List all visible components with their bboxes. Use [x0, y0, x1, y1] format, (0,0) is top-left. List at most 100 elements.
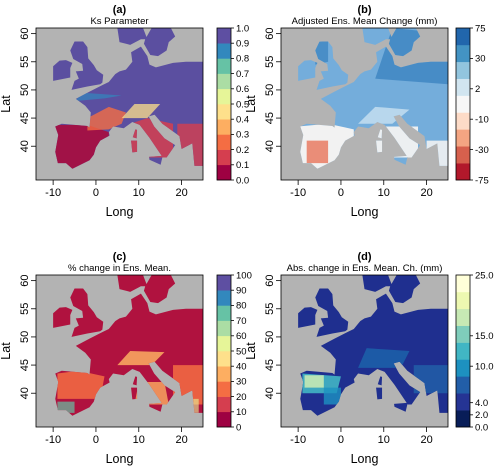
colorbar-label: -10: [475, 115, 489, 126]
panel-c: (c)% change in Ens. Mean. -10 0 10 20 40 45 50 5…: [0, 251, 252, 466]
colorbar-label: 0.2: [236, 145, 249, 156]
x-tick-label: 20: [420, 187, 432, 199]
colorbar-segment: [456, 275, 470, 293]
colorbar-label: 25.0: [475, 270, 494, 281]
colorbar-label: 10.0: [475, 362, 494, 373]
y-tick-label: 40: [264, 140, 276, 152]
colorbar-segment: [217, 58, 231, 74]
y-tick-label: 55: [19, 303, 31, 315]
colorbar-segment: [217, 305, 231, 321]
colorbar-label: 0.9: [236, 39, 249, 50]
colorbar-label: 2: [475, 84, 480, 95]
colorbar-frame: [455, 27, 471, 181]
colorbar: -75 -30 -10 2 30 75: [455, 23, 489, 186]
colorbar-segment: [217, 320, 231, 337]
field-region: [121, 104, 161, 119]
colorbar-segment: [217, 351, 231, 367]
panel-title: Ks Parameter: [90, 16, 148, 27]
x-tick-label: 0: [93, 434, 99, 446]
colorbar-segment: [217, 290, 231, 306]
x-axis-label: Long: [351, 452, 379, 466]
y-axis-label: Lat: [0, 342, 13, 360]
field-region: [57, 370, 105, 399]
colorbar-segment: [456, 410, 470, 428]
colorbar-label: 75: [475, 23, 486, 34]
field-region: [304, 375, 324, 388]
colorbar-segment: [456, 112, 470, 130]
colorbar-segment: [217, 381, 231, 397]
y-tick-label: 40: [19, 140, 31, 152]
y-tick-label: 50: [264, 331, 276, 343]
panel-b: (b)Adjusted Ens. Mean Change (mm) -10 0 10 2…: [244, 4, 489, 219]
colorbar-segment: [456, 359, 470, 377]
y-tick-label: 60: [19, 28, 31, 40]
colorbar-label: 0.0: [236, 175, 249, 186]
colorbar-segment: [217, 149, 231, 166]
colorbar-label: 100: [236, 270, 252, 281]
x-tick-label: 10: [133, 187, 145, 199]
colorbar: 0 10 20 30 40 50 60 70 80 90 100: [216, 270, 252, 433]
x-tick-label: 20: [175, 434, 187, 446]
x-tick-label: -10: [290, 187, 306, 199]
y-axis-label: Lat: [244, 95, 258, 113]
colorbar-segment: [217, 119, 231, 135]
colorbar-label: 0: [236, 422, 241, 433]
x-axis-label: Long: [351, 205, 379, 219]
x-axis-label: Long: [106, 205, 134, 219]
colorbar-segment: [456, 28, 470, 46]
y-tick-label: 40: [264, 387, 276, 399]
x-tick-label: 10: [378, 434, 390, 446]
x-tick-label: -10: [45, 187, 61, 199]
plot-frame: [280, 274, 449, 428]
panel-title: % change in Ens. Mean.: [68, 263, 171, 274]
colorbar-label: 20: [236, 392, 247, 403]
plot-frame: [35, 274, 204, 428]
colorbar-segment: [456, 376, 470, 394]
y-tick-label: 50: [19, 84, 31, 96]
colorbar-segment: [217, 411, 231, 428]
colorbar-label: 90: [236, 286, 247, 297]
colorbar-segment: [217, 88, 231, 105]
y-tick-label: 40: [19, 387, 31, 399]
y-tick-label: 60: [264, 275, 276, 287]
colorbar-segment: [456, 44, 470, 63]
colorbar-label: 0.8: [236, 54, 249, 65]
colorbar-segment: [456, 129, 470, 147]
colorbar-segment: [217, 134, 231, 150]
x-tick-label: -10: [45, 434, 61, 446]
colorbar-label: 1.0: [236, 23, 249, 34]
y-tick-label: 45: [264, 112, 276, 124]
y-tick-label: 50: [19, 331, 31, 343]
colorbar-label: 0.5: [236, 99, 249, 110]
y-tick-label: 55: [19, 56, 31, 68]
field-region: [306, 140, 329, 164]
y-axis-label: Lat: [244, 342, 258, 360]
plot-frame: [35, 27, 204, 181]
colorbar-segment: [217, 366, 231, 382]
x-tick-label: 0: [338, 434, 344, 446]
colorbar-label: 30: [475, 54, 486, 65]
colorbar-label: 50: [236, 346, 247, 357]
colorbar-frame: [455, 274, 471, 428]
y-tick-label: 50: [264, 84, 276, 96]
panel-title: Abs. change in Ens. Mean. Ch. (mm): [287, 263, 443, 274]
x-tick-label: 20: [420, 434, 432, 446]
colorbar-label: 80: [236, 301, 247, 312]
y-tick-label: 45: [264, 359, 276, 371]
colorbar-segment: [217, 73, 231, 90]
plot-frame: [280, 27, 449, 181]
field-region: [323, 387, 341, 405]
field-region: [315, 40, 329, 65]
colorbar-label: 40: [236, 362, 247, 373]
colorbar-segment: [217, 396, 231, 413]
colorbar-segment: [456, 325, 470, 343]
x-tick-label: 0: [338, 187, 344, 199]
x-axis-label: Long: [106, 452, 134, 466]
panel-title: Adjusted Ens. Mean Change (mm): [292, 16, 438, 27]
colorbar-segment: [456, 308, 470, 326]
colorbar-segment: [217, 104, 231, 120]
colorbar-label: 10: [236, 407, 247, 418]
colorbar-segment: [456, 61, 470, 79]
colorbar-segment: [456, 291, 470, 310]
